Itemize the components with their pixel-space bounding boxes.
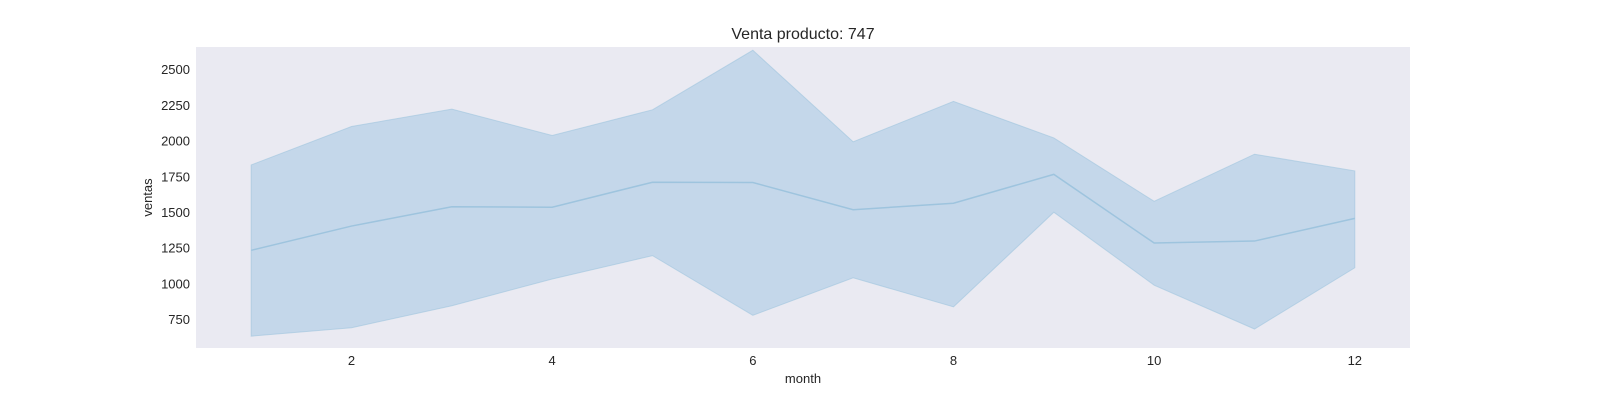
confidence-band-layer: [250, 49, 1356, 337]
y-tick-label: 1750: [161, 169, 190, 184]
x-tick-label: 12: [1348, 353, 1362, 368]
y-tick-label: 1000: [161, 276, 190, 291]
x-tick-label: 4: [549, 353, 556, 368]
x-tick-label: 10: [1147, 353, 1161, 368]
y-axis-ticks: 750 1000 1250 1500 1750 2000 2250 2500: [161, 62, 190, 327]
y-tick-label: 1500: [161, 205, 190, 220]
x-tick-label: 6: [749, 353, 756, 368]
chart-title: Venta producto: 747: [731, 26, 874, 43]
y-tick-label: 2500: [161, 62, 190, 77]
x-axis-ticks: 2 4 6 8 10 12: [348, 353, 1362, 368]
y-axis-label: ventas: [140, 178, 155, 217]
x-tick-label: 2: [348, 353, 355, 368]
confidence-band: [250, 49, 1356, 337]
y-tick-label: 2000: [161, 134, 190, 149]
mean-line-layer: [251, 173, 1355, 252]
x-tick-label: 8: [950, 353, 957, 368]
mean-line: [251, 173, 1355, 252]
x-axis-label: month: [785, 371, 821, 386]
y-tick-label: 1250: [161, 241, 190, 256]
y-tick-label: 750: [168, 312, 190, 327]
y-tick-label: 2250: [161, 98, 190, 113]
